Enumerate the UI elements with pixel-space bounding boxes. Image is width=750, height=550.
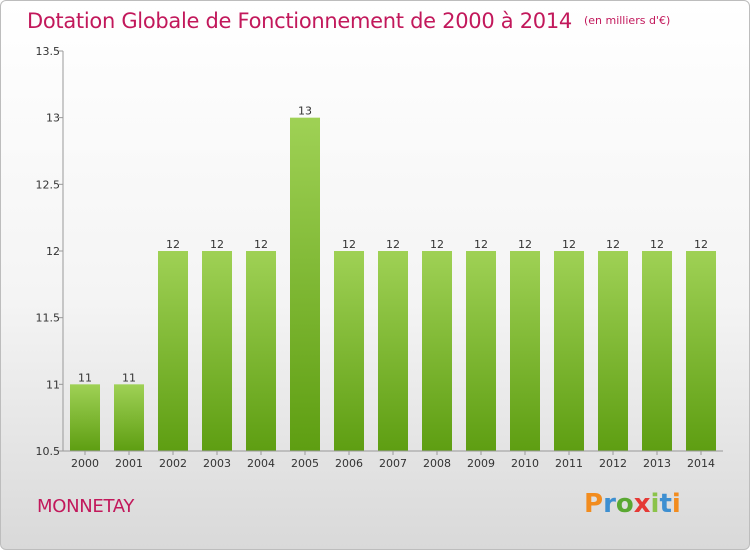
bar-2012 [598, 251, 628, 451]
bar-2004 [246, 251, 276, 451]
bar-2011 [554, 251, 584, 451]
x-tick-label-2013: 2013 [643, 457, 671, 470]
proxiti-logo: Proxiti [584, 489, 681, 519]
bar-2001 [114, 384, 144, 451]
bar-2014 [686, 251, 716, 451]
data-label-2010: 12 [518, 238, 532, 251]
chart-title: Dotation Globale de Fonctionnement de 20… [27, 9, 670, 33]
data-label-2004: 12 [254, 238, 268, 251]
y-tick-label: 13 [46, 112, 60, 125]
x-tick-label-2012: 2012 [599, 457, 627, 470]
bar-2002 [158, 251, 188, 451]
bars [70, 117, 716, 452]
bar-2006 [334, 251, 364, 451]
x-tick-label-2011: 2011 [555, 457, 583, 470]
y-tick-label: 11 [46, 378, 60, 391]
logo-letter: r [603, 489, 616, 519]
x-tick-label-2002: 2002 [159, 457, 187, 470]
y-tick-label: 13.5 [36, 45, 61, 58]
data-label-2000: 11 [78, 371, 92, 384]
data-label-2014: 12 [694, 238, 708, 251]
x-tick-label-2003: 2003 [203, 457, 231, 470]
logo-letter: i [650, 489, 660, 519]
commune-name: MONNETAY [37, 496, 135, 517]
x-tick-label-2008: 2008 [423, 457, 451, 470]
data-label-2012: 12 [606, 238, 620, 251]
logo-letter: i [671, 489, 681, 519]
logo-letter: x [633, 489, 651, 519]
y-tick-label: 12.5 [36, 178, 61, 191]
data-labels: 11 11 12 12 12 13 12 12 12 12 12 12 12 12 12 [78, 105, 708, 385]
x-tick-label-2009: 2009 [467, 457, 495, 470]
y-tick-label: 12 [46, 245, 60, 258]
x-tick-label-2014: 2014 [687, 457, 715, 470]
x-tick-label-2010: 2010 [511, 457, 539, 470]
bar-2003 [202, 251, 232, 451]
chart-title-text: Dotation Globale de Fonctionnement de 20… [27, 9, 572, 33]
y-axis: 10.5 11 11.5 12 12.5 13 13.5 [36, 45, 64, 458]
unit-note: (en milliers d'€) [583, 14, 671, 27]
x-tick-label-2007: 2007 [379, 457, 407, 470]
logo-letter: o [615, 489, 634, 519]
data-label-2002: 12 [166, 238, 180, 251]
logo-letter: t [659, 489, 672, 519]
x-tick-label-2001: 2001 [115, 457, 143, 470]
bar-2010 [510, 251, 540, 451]
data-label-2007: 12 [386, 238, 400, 251]
data-label-2009: 12 [474, 238, 488, 251]
bar-2000 [70, 384, 100, 451]
data-label-2006: 12 [342, 238, 356, 251]
y-tick-label: 11.5 [36, 312, 61, 325]
logo-letter: P [584, 489, 604, 519]
bar-2005 [290, 117, 320, 452]
bar-2009 [466, 251, 496, 451]
bar-2008 [422, 251, 452, 451]
x-tick-label-2000: 2000 [71, 457, 99, 470]
x-tick-label-2006: 2006 [335, 457, 363, 470]
data-label-2003: 12 [210, 238, 224, 251]
bar-2013 [642, 251, 672, 451]
data-label-2013: 12 [650, 238, 664, 251]
x-axis: 2000 2001 2002 2003 2004 2005 2006 2007 2008 2009… [63, 450, 723, 470]
x-tick-label-2004: 2004 [247, 457, 275, 470]
data-label-2011: 12 [562, 238, 576, 251]
bar-2007 [378, 251, 408, 451]
data-label-2005: 13 [298, 105, 312, 118]
y-tick-label: 10.5 [36, 445, 61, 458]
x-tick-label-2005: 2005 [291, 457, 319, 470]
data-label-2001: 11 [122, 371, 136, 384]
data-label-2008: 12 [430, 238, 444, 251]
